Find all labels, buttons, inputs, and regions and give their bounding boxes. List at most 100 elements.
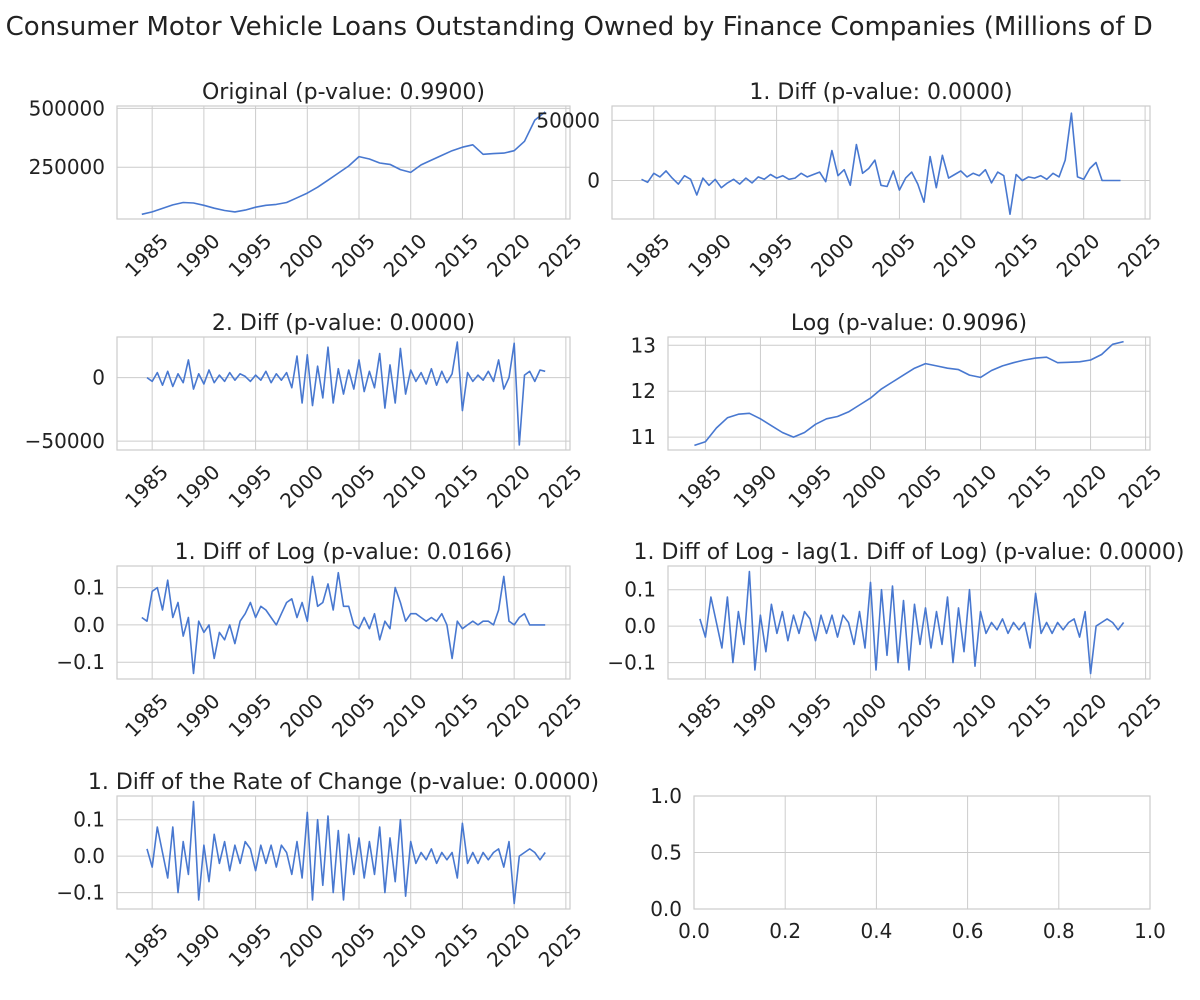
subplot-4-xtick-label: 2005 bbox=[893, 460, 946, 513]
subplot-2-xtick-label: 2020 bbox=[1052, 229, 1105, 282]
subplot-4-ytick-label: 13 bbox=[631, 333, 656, 357]
subplot-1-xtick-label: 2015 bbox=[430, 229, 483, 282]
subplot-4-xtick-label: 1985 bbox=[673, 460, 726, 513]
subplot-5-xtick-label: 2025 bbox=[534, 689, 587, 742]
subplot-6-title: 1. Diff of Log - lag(1. Diff of Log) (p-… bbox=[634, 540, 1185, 565]
subplot-1-xtick-label: 2025 bbox=[534, 229, 587, 282]
subplot-7-xtick-label: 1995 bbox=[223, 919, 276, 972]
subplot-5-series-line bbox=[141, 571, 546, 675]
subplot-2-xtick-label: 2015 bbox=[990, 229, 1043, 282]
subplot-7-xtick-label: 1985 bbox=[120, 919, 173, 972]
subplot-8-xtick-label: 0.4 bbox=[860, 919, 892, 943]
subplot-7-xtick-label: 2000 bbox=[275, 919, 328, 972]
subplot-7-xtick-label: 2010 bbox=[379, 919, 432, 972]
subplot-2-series-line bbox=[641, 112, 1121, 215]
subplot-4-xtick-label: 2020 bbox=[1058, 460, 1111, 513]
subplot-1-series-line bbox=[141, 111, 546, 216]
subplot-4-title: Log (p-value: 0.9096) bbox=[791, 311, 1027, 336]
subplot-7-ytick-label: 0.1 bbox=[73, 808, 105, 832]
subplot-7-xtick-label: 2005 bbox=[327, 919, 380, 972]
subplot-6-xtick-label: 1990 bbox=[728, 689, 781, 742]
subplot-5-xtick-label: 1995 bbox=[223, 689, 276, 742]
suptitle-text: - Consumer Motor Vehicle Loans Outstandi… bbox=[0, 12, 1153, 42]
subplot-1-ytick-label: 500000 bbox=[29, 96, 105, 120]
subplot-8-ytick-label: 0.0 bbox=[650, 897, 682, 921]
subplot-5-xtick-label: 2000 bbox=[275, 689, 328, 742]
subplot-3-frame bbox=[116, 336, 571, 451]
subplot-8-xtick-label: 1.0 bbox=[1134, 919, 1166, 943]
subplot-3-xtick-label: 2010 bbox=[379, 460, 432, 513]
subplot-8-ytick-label: 1.0 bbox=[650, 784, 682, 808]
subplot-3-xtick-label: 1990 bbox=[172, 460, 225, 513]
subplot-1-xtick-label: 1990 bbox=[172, 229, 225, 282]
subplot-5-xtick-label: 1985 bbox=[120, 689, 173, 742]
subplot-1-plot-area bbox=[117, 106, 570, 219]
subplot-8-xtick-label: 0.6 bbox=[952, 919, 984, 943]
subplot-3-xtick-label: 1995 bbox=[223, 460, 276, 513]
subplot-4-ytick-label: 11 bbox=[631, 425, 656, 449]
subplot-6-ytick-label: 0.1 bbox=[624, 578, 656, 602]
subplot-6-xtick-label: 2005 bbox=[893, 689, 946, 742]
subplot-4-plot-area bbox=[668, 337, 1150, 450]
subplot-5-ytick-label: −0.1 bbox=[56, 650, 105, 674]
subplot-2-ytick-label: 0 bbox=[587, 169, 600, 193]
subplot-3-xtick-label: 2020 bbox=[482, 460, 535, 513]
subplot-2-xtick-label: 2025 bbox=[1113, 229, 1166, 282]
subplot-4-xtick-label: 2025 bbox=[1113, 460, 1166, 513]
subplot-2-xtick-label: 1985 bbox=[622, 229, 675, 282]
subplot-3-title: 2. Diff (p-value: 0.0000) bbox=[212, 311, 475, 336]
subplot-6-xtick-label: 2025 bbox=[1113, 689, 1166, 742]
subplot-5-xtick-label: 2010 bbox=[379, 689, 432, 742]
subplot-1-frame bbox=[116, 105, 571, 220]
subplot-5-xtick-label: 1990 bbox=[172, 689, 225, 742]
subplot-2-frame bbox=[611, 105, 1151, 220]
subplot-6-frame bbox=[667, 565, 1151, 680]
subplot-6-xtick-label: 2015 bbox=[1003, 689, 1056, 742]
subplot-7-xtick-label: 2015 bbox=[430, 919, 483, 972]
subplot-3-xtick-label: 2000 bbox=[275, 460, 328, 513]
subplot-7-series-line bbox=[146, 800, 546, 905]
subplot-6-xtick-label: 1995 bbox=[783, 689, 836, 742]
subplot-8-xtick-label: 0.8 bbox=[1043, 919, 1075, 943]
subplot-3-xtick-label: 1985 bbox=[120, 460, 173, 513]
subplot-7-xtick-label: 1990 bbox=[172, 919, 225, 972]
subplot-5-ytick-label: 0.1 bbox=[73, 576, 105, 600]
subplot-6-xtick-label: 1985 bbox=[673, 689, 726, 742]
subplot-1-xtick-label: 2005 bbox=[327, 229, 380, 282]
subplot-4-xtick-label: 2000 bbox=[838, 460, 891, 513]
subplot-4-xtick-label: 2010 bbox=[948, 460, 1001, 513]
subplot-4-frame bbox=[667, 336, 1151, 451]
subplot-1-ytick-label: 250000 bbox=[29, 155, 105, 179]
subplot-2-ytick-label: 50000 bbox=[536, 108, 600, 132]
subplot-5-xtick-label: 2005 bbox=[327, 689, 380, 742]
subplot-6-xtick-label: 2020 bbox=[1058, 689, 1111, 742]
subplot-4-ytick-label: 12 bbox=[631, 379, 656, 403]
subplot-6-xtick-label: 2010 bbox=[948, 689, 1001, 742]
subplot-1-xtick-label: 2020 bbox=[482, 229, 535, 282]
subplot-7-ytick-label: −0.1 bbox=[56, 881, 105, 905]
subplot-3-xtick-label: 2005 bbox=[327, 460, 380, 513]
subplot-1-xtick-label: 2000 bbox=[275, 229, 328, 282]
subplot-2-title: 1. Diff (p-value: 0.0000) bbox=[749, 80, 1012, 105]
subplot-6-ytick-label: 0.0 bbox=[624, 614, 656, 638]
subplot-5-xtick-label: 2020 bbox=[482, 689, 535, 742]
subplot-7-ytick-label: 0.0 bbox=[73, 844, 105, 868]
subplot-5-xtick-label: 2015 bbox=[430, 689, 483, 742]
subplot-4-xtick-label: 2015 bbox=[1003, 460, 1056, 513]
subplot-6-xtick-label: 2000 bbox=[838, 689, 891, 742]
subplot-3-xtick-label: 2015 bbox=[430, 460, 483, 513]
subplot-2-xtick-label: 1995 bbox=[744, 229, 797, 282]
subplot-1-title: Original (p-value: 0.9900) bbox=[202, 80, 485, 105]
subplot-3-xtick-label: 2025 bbox=[534, 460, 587, 513]
subplot-7-xtick-label: 2020 bbox=[482, 919, 535, 972]
figure-suptitle: - Consumer Motor Vehicle Loans Outstandi… bbox=[0, 12, 1200, 52]
subplot-2-xtick-label: 2005 bbox=[867, 229, 920, 282]
subplot-1-xtick-label: 1985 bbox=[120, 229, 173, 282]
subplot-2-xtick-label: 2000 bbox=[806, 229, 859, 282]
subplot-3-series-line bbox=[146, 341, 546, 446]
subplot-2-xtick-label: 2010 bbox=[929, 229, 982, 282]
subplot-8-xtick-label: 0.0 bbox=[678, 919, 710, 943]
subplot-8-ytick-label: 0.5 bbox=[650, 841, 682, 865]
subplot-2-xtick-label: 1990 bbox=[683, 229, 736, 282]
subplot-7-xtick-label: 2025 bbox=[534, 919, 587, 972]
